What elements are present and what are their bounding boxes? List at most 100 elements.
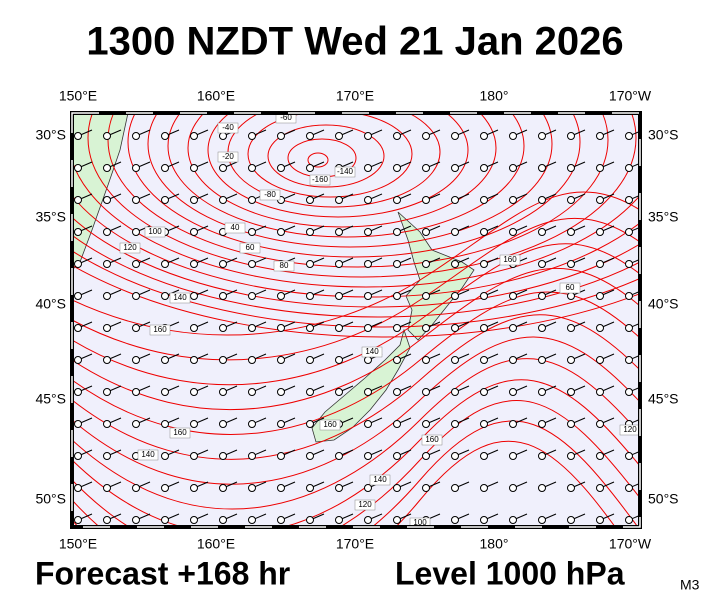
contour-label-box bbox=[119, 242, 141, 254]
wind-station bbox=[161, 164, 169, 172]
wind-station bbox=[393, 356, 401, 364]
wind-station bbox=[132, 324, 140, 332]
wind-station bbox=[103, 260, 111, 268]
wind-station bbox=[625, 356, 633, 364]
wind-station bbox=[422, 164, 430, 172]
wind-station bbox=[103, 356, 111, 364]
contour-label-box bbox=[259, 189, 281, 201]
wind-station bbox=[422, 324, 430, 332]
wind-station bbox=[219, 292, 227, 300]
wind-station bbox=[306, 324, 314, 332]
contour-labels: -40 -60 -20 -160 -140 -80 40 60 80 100 120 140 160 16… bbox=[119, 113, 640, 527]
wind-station bbox=[74, 516, 82, 524]
wind-station bbox=[393, 452, 401, 460]
lat-label-right: 45°S bbox=[648, 391, 679, 407]
wind-station bbox=[306, 388, 314, 396]
wind-station bbox=[219, 452, 227, 460]
wind-station bbox=[248, 484, 256, 492]
wind-station bbox=[277, 228, 285, 236]
contour-label-box bbox=[144, 226, 166, 238]
wind-station bbox=[74, 260, 82, 268]
level-label: Level 1000 hPa bbox=[395, 555, 625, 591]
wind-station bbox=[335, 292, 343, 300]
wind-station bbox=[103, 516, 111, 524]
wind-station bbox=[596, 324, 604, 332]
contour bbox=[72, 267, 640, 411]
wind-station bbox=[480, 388, 488, 396]
wind-station bbox=[480, 356, 488, 364]
wind-station bbox=[480, 292, 488, 300]
wind-station bbox=[103, 324, 111, 332]
wind-station bbox=[509, 356, 517, 364]
lon-label-top: 160°E bbox=[197, 88, 235, 104]
contour-label-box bbox=[499, 254, 521, 266]
wind-station bbox=[190, 260, 198, 268]
lat-label-left: 50°S bbox=[35, 491, 66, 507]
wind-station bbox=[422, 260, 430, 268]
wind-station bbox=[335, 228, 343, 236]
wind-station bbox=[567, 164, 575, 172]
contour bbox=[147, 113, 553, 248]
wind-station bbox=[625, 452, 633, 460]
wind-station bbox=[625, 260, 633, 268]
wind-station bbox=[248, 420, 256, 428]
wind-station bbox=[364, 228, 372, 236]
wind-station bbox=[538, 324, 546, 332]
wind-station bbox=[103, 420, 111, 428]
wind-station bbox=[335, 324, 343, 332]
wind-station bbox=[480, 260, 488, 268]
contour-label: -20 bbox=[222, 152, 234, 161]
contour bbox=[267, 124, 385, 188]
lat-label-right: 40°S bbox=[648, 296, 679, 312]
wind-station bbox=[451, 516, 459, 524]
contour-label: 140 bbox=[173, 293, 187, 302]
wind-station bbox=[364, 484, 372, 492]
contour bbox=[207, 113, 469, 218]
wind-station bbox=[567, 196, 575, 204]
contour-label-box bbox=[137, 449, 159, 461]
wind-station bbox=[596, 164, 604, 172]
wind-station bbox=[74, 356, 82, 364]
contour-label-box bbox=[369, 474, 391, 486]
wind-station bbox=[219, 260, 227, 268]
contour-label: -140 bbox=[337, 167, 354, 176]
wind-station bbox=[74, 420, 82, 428]
contour-label: 160 bbox=[153, 325, 167, 334]
contour-label: -40 bbox=[222, 123, 234, 132]
wind-station bbox=[567, 420, 575, 428]
lat-label-left: 45°S bbox=[35, 391, 66, 407]
lat-label-left: 40°S bbox=[35, 296, 66, 312]
contour-label: 160 bbox=[323, 420, 337, 429]
wind-station bbox=[596, 516, 604, 524]
wind-station bbox=[364, 196, 372, 204]
contour bbox=[72, 250, 640, 328]
lon-label-bottom: 180° bbox=[480, 536, 509, 552]
wind-station bbox=[190, 164, 198, 172]
contour bbox=[72, 420, 639, 527]
wind-station bbox=[480, 164, 488, 172]
wind-station bbox=[480, 420, 488, 428]
lat-label-right: 30°S bbox=[648, 127, 679, 143]
contour-label-box bbox=[275, 113, 297, 124]
north-island bbox=[397, 211, 475, 341]
wind-station bbox=[538, 228, 546, 236]
wind-station bbox=[161, 132, 169, 140]
wind-station bbox=[248, 196, 256, 204]
south-island bbox=[311, 328, 411, 443]
wind-station bbox=[277, 484, 285, 492]
contour-label-box bbox=[319, 419, 341, 431]
contour-label-box bbox=[169, 427, 191, 439]
wind-station bbox=[190, 420, 198, 428]
wind-station bbox=[161, 452, 169, 460]
wind-station bbox=[596, 292, 604, 300]
wind-station bbox=[538, 132, 546, 140]
wind-station bbox=[132, 420, 140, 428]
wind-station bbox=[451, 356, 459, 364]
wind-station bbox=[509, 324, 517, 332]
wind-station bbox=[393, 324, 401, 332]
wind-station bbox=[625, 484, 633, 492]
wind-station bbox=[306, 260, 314, 268]
contour-label-box bbox=[149, 324, 171, 336]
wind-station bbox=[190, 452, 198, 460]
wind-station bbox=[393, 388, 401, 396]
